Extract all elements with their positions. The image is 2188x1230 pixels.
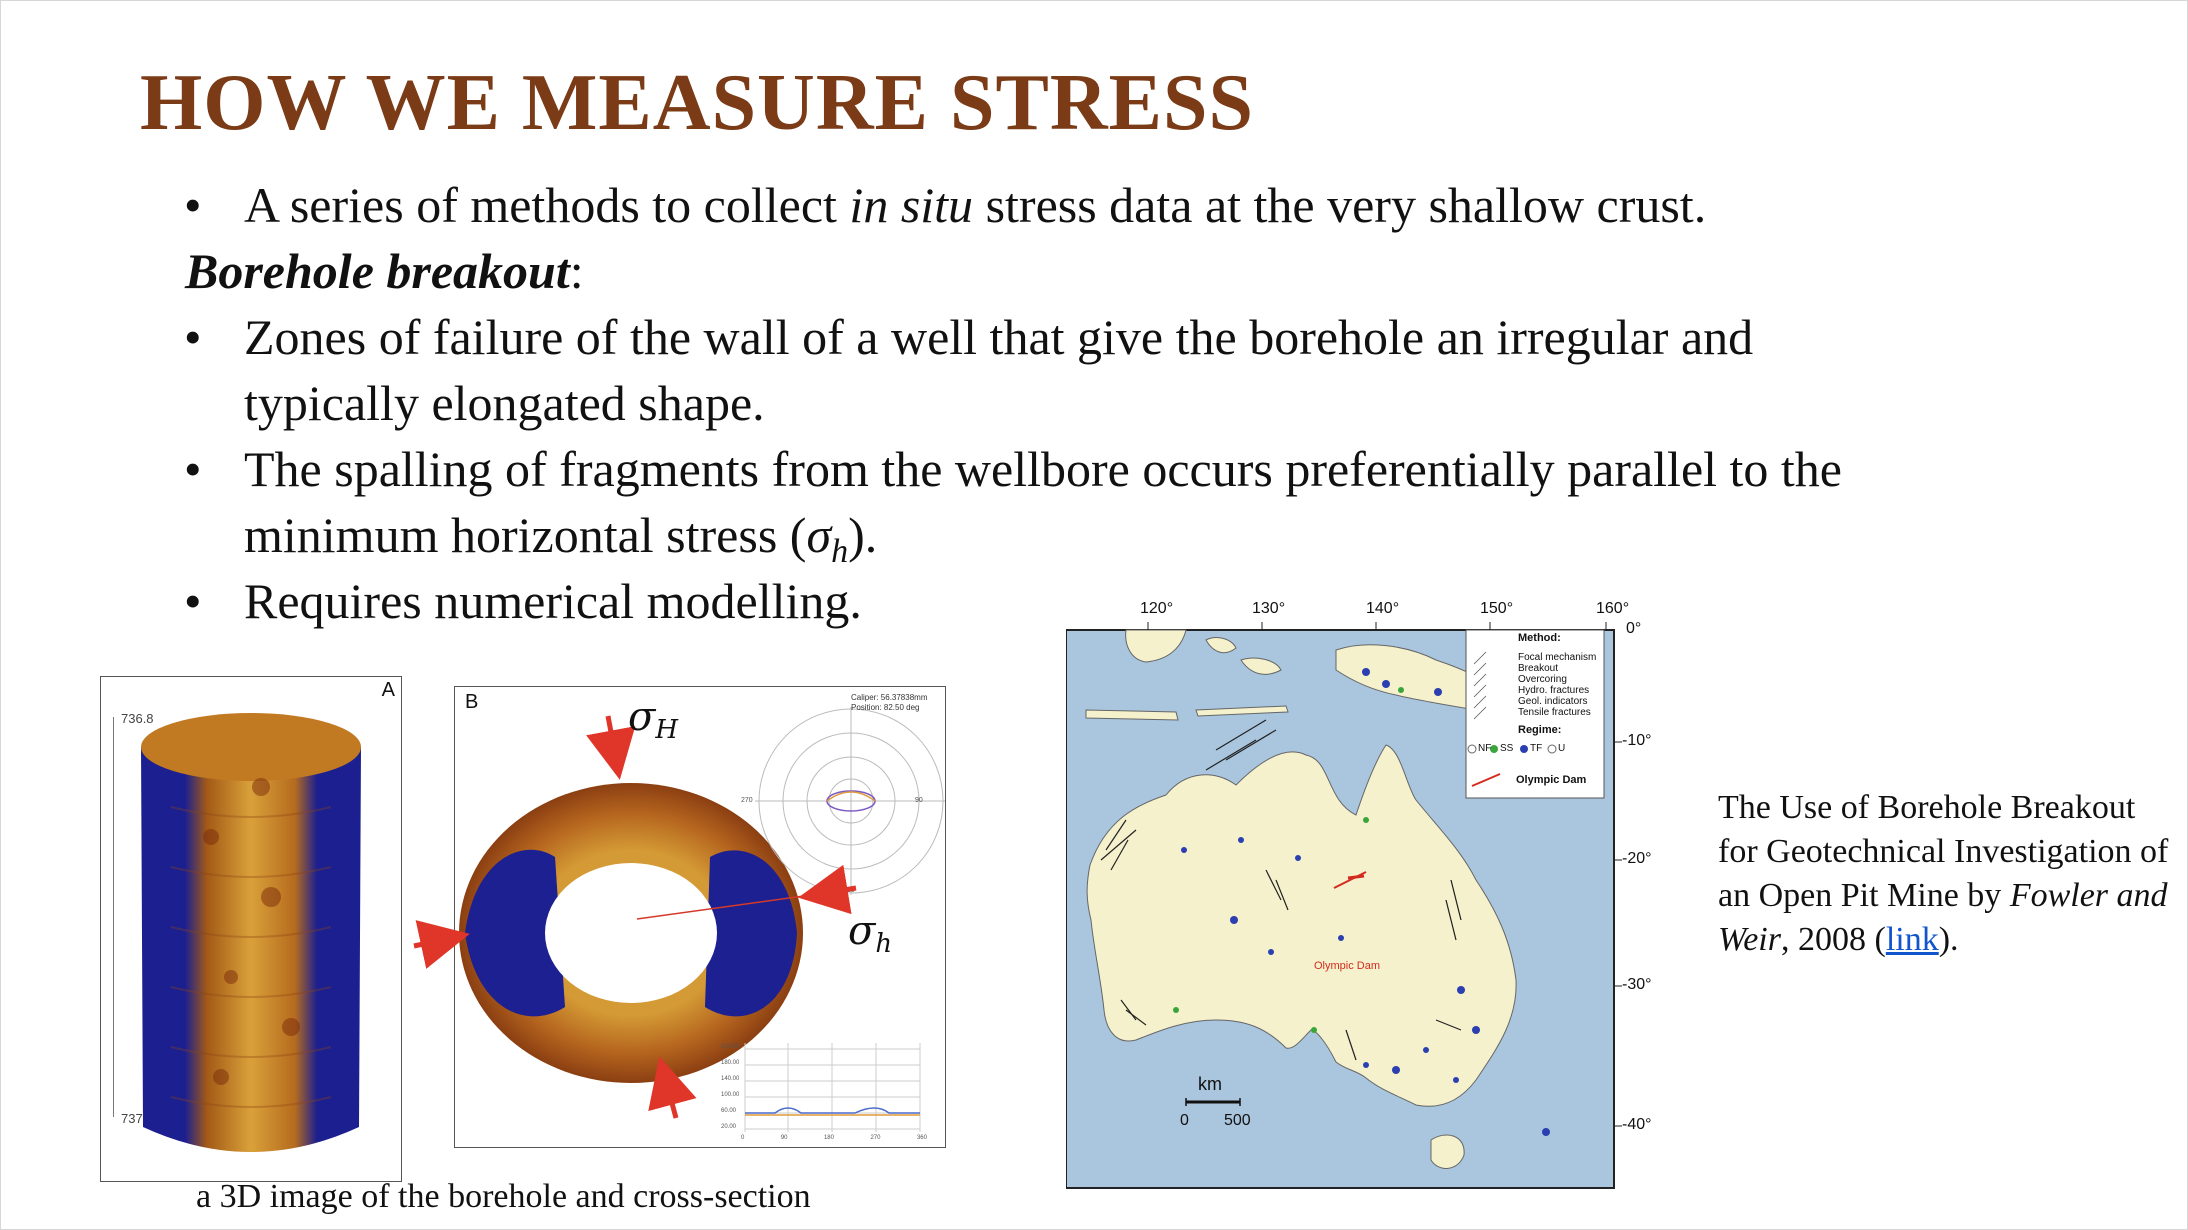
reference-link[interactable]: link <box>1885 921 1939 958</box>
y-tick: 140.00 <box>721 1076 740 1082</box>
bullet-text: Zones of failure of the wall of a well t… <box>244 309 1754 365</box>
lat-label: 0° <box>1626 620 1642 637</box>
polar-label-left: 270 <box>741 797 753 804</box>
lon-label: 160° <box>1596 600 1630 617</box>
sigma-symbol: σ <box>848 908 876 954</box>
x-tick: 0 <box>741 1135 745 1141</box>
depth-top-label: 736.8 <box>121 711 154 726</box>
bullet-zones: Zones of failure of the wall of a well t… <box>180 304 2080 370</box>
scale-unit: km <box>1198 1074 1222 1094</box>
section-heading: Borehole breakout: <box>180 238 2080 304</box>
bullet-list: A series of methods to collect in situ s… <box>180 172 2080 634</box>
legend-method-item: Tensile fractures <box>1518 707 1591 718</box>
depth-bracket <box>113 717 120 1117</box>
legend-method-item: Geol. indicators <box>1518 696 1588 707</box>
caption-text: The Use of Borehole Breakout for Geotech… <box>1718 789 2169 914</box>
lon-label: 130° <box>1252 600 1286 617</box>
y-tick: 60.00 <box>721 1108 737 1114</box>
y-tick: 20.00 <box>721 1124 737 1130</box>
legend-method-item: Hydro. fractures <box>1518 685 1590 696</box>
legend-method-title: Method: <box>1518 632 1561 644</box>
sigma-symbol: σ <box>628 694 656 740</box>
lon-label: 150° <box>1480 600 1514 617</box>
stress-data-points <box>1173 668 1550 1136</box>
figure-caption: a 3D image of the borehole and cross-sec… <box>196 1178 811 1215</box>
bullet-emphasis: in situ <box>849 177 974 233</box>
sigma-subscript: h <box>875 929 893 959</box>
x-tick: 180 <box>823 1135 834 1141</box>
sigma-subscript: H <box>655 715 678 745</box>
x-tick: 360 <box>916 1135 927 1141</box>
bullet-modelling: Requires numerical modelling. <box>180 568 2080 634</box>
legend-method-item: Focal mechanism <box>1518 652 1597 663</box>
australia-stress-map: 120° 130° 140° 150° 160° 0° -10° -20° -3… <box>1066 600 1676 1190</box>
caption-authors: Fowler and Weir <box>1718 877 2168 958</box>
borehole-3d-figure: A 736.8 737.3 <box>100 676 402 1182</box>
plot-x-ticks: 0 90 180 270 360 <box>741 1135 927 1141</box>
legend-method-item: Breakout <box>1518 663 1559 674</box>
plot-y-ticks: 220.00 180.00 140.00 100.00 60.00 20.00 <box>721 1039 739 1135</box>
bullet-text: Requires numerical modelling. <box>244 573 862 629</box>
y-tick: 180.00 <box>721 1060 740 1066</box>
bullet-text: ). <box>848 507 878 563</box>
lon-label: 120° <box>1140 600 1174 617</box>
bullet-text: stress data at the very shallow crust. <box>973 177 1707 233</box>
map-image <box>1066 622 1622 1189</box>
bullet-zones-cont: typically elongated shape. <box>180 370 2080 436</box>
lat-label: -20° <box>1622 850 1652 867</box>
figure-b-label: B <box>465 691 479 713</box>
sigma-symbol: σ <box>806 507 832 563</box>
bullet-spalling-cont: minimum horizontal stress (σh). <box>180 502 2080 570</box>
legend-regime-ss: SS <box>1500 743 1514 754</box>
sigma-subscript: h <box>831 533 849 570</box>
bullet-text: A series of methods to collect <box>244 177 850 233</box>
bullet-spalling: The spalling of fragments from the wellb… <box>180 436 2080 502</box>
heading-colon: : <box>569 243 584 299</box>
heading-text: Borehole breakout <box>185 243 570 299</box>
legend-olympic-dam: Olympic Dam <box>1516 774 1587 786</box>
y-tick: 100.00 <box>721 1092 740 1098</box>
y-tick: 220.00 <box>721 1044 740 1050</box>
legend-regime-u: U <box>1558 743 1566 754</box>
polar-label-bottom: 180 <box>843 887 855 894</box>
cross-section-figure: B <box>454 686 946 1148</box>
x-tick: 90 <box>780 1135 788 1141</box>
figure-a-label: A <box>381 679 395 701</box>
olympic-dam-label: Olympic Dam <box>1314 960 1381 972</box>
reference-caption: The Use of Borehole Breakout for Geotech… <box>1718 786 2178 962</box>
caption-text: , 2008 ( <box>1780 921 1886 958</box>
legend-regime-title: Regime: <box>1518 724 1562 736</box>
lat-label: -30° <box>1622 976 1652 993</box>
caption-text: ). <box>1938 921 1959 958</box>
bullet-text: The spalling of fragments from the wellb… <box>244 441 1842 497</box>
scale-zero: 0 <box>1180 1112 1189 1129</box>
legend-regime-nf: NF <box>1478 743 1492 754</box>
lon-label: 140° <box>1366 600 1400 617</box>
legend-regime-tf: TF <box>1530 743 1543 754</box>
sigma-h-label: σh <box>848 908 892 957</box>
sigma-H-label: σH <box>628 694 678 743</box>
bullet-text: minimum horizontal stress ( <box>244 507 807 563</box>
slide-title: HOW WE MEASURE STRESS <box>140 59 1254 147</box>
lat-label: -40° <box>1622 1116 1652 1133</box>
legend-method-item: Overcoring <box>1518 674 1567 685</box>
x-tick: 270 <box>870 1135 881 1141</box>
bullet-methods: A series of methods to collect in situ s… <box>180 172 2080 238</box>
scale-500: 500 <box>1224 1112 1251 1129</box>
legend-methods: Focal mechanism Breakout Overcoring Hydr… <box>1518 652 1596 718</box>
cross-section-image <box>459 707 945 1132</box>
lat-label: -10° <box>1622 732 1652 749</box>
bullet-text: typically elongated shape. <box>244 375 765 431</box>
caliper-readout: Caliper: 56.37838mm <box>851 693 928 702</box>
polar-label-right: 90 <box>915 797 923 804</box>
position-readout: Position: 82.50 deg <box>851 703 920 712</box>
borehole-3d-image <box>141 713 361 1152</box>
